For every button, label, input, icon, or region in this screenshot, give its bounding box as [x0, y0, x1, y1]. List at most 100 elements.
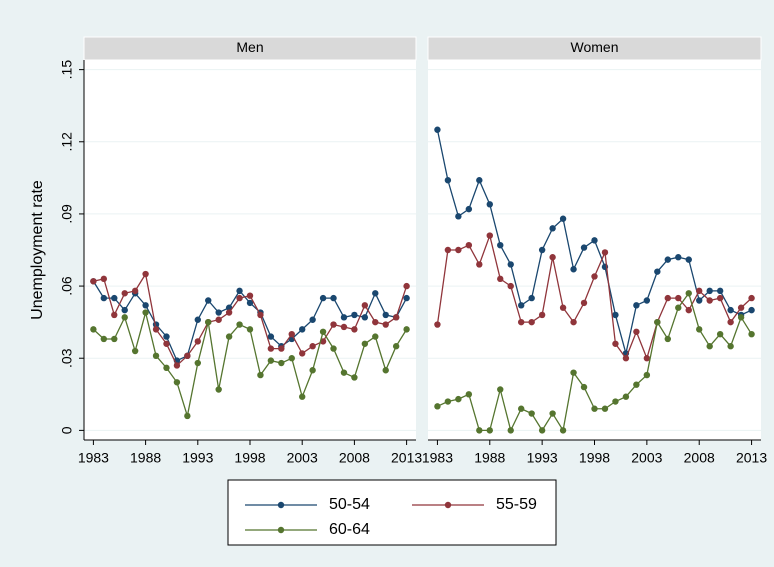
data-point: [163, 340, 170, 347]
data-point: [351, 374, 358, 381]
data-point: [403, 282, 410, 290]
data-point: [507, 282, 514, 290]
data-point: [309, 316, 316, 323]
data-point: [100, 335, 108, 343]
data-point: [748, 294, 755, 302]
data-point: [205, 297, 212, 304]
data-point: [100, 294, 108, 302]
data-point: [267, 333, 275, 340]
data-point: [299, 350, 306, 357]
x-tick-label: 2013: [391, 450, 422, 466]
data-point: [267, 345, 275, 352]
data-point: [194, 359, 201, 367]
data-point: [538, 311, 546, 319]
data-point: [330, 321, 337, 328]
data-point: [444, 246, 452, 254]
x-tick-label: 1998: [579, 450, 610, 466]
data-point: [570, 369, 577, 376]
data-point: [716, 330, 724, 338]
data-point: [309, 367, 316, 374]
data-point: [643, 355, 651, 362]
x-tick-label: 1983: [78, 450, 109, 466]
data-point: [246, 299, 254, 307]
data-point: [194, 338, 201, 345]
data-point: [319, 328, 327, 335]
data-point: [173, 379, 181, 386]
data-point: [664, 294, 672, 302]
y-tick-label: .12: [59, 132, 75, 152]
data-point: [444, 177, 452, 184]
data-point: [507, 261, 514, 268]
data-point: [111, 294, 118, 302]
data-point: [215, 316, 222, 323]
data-point: [184, 352, 191, 360]
data-point: [706, 287, 713, 295]
data-point: [131, 347, 139, 355]
data-point: [392, 314, 400, 321]
panel-title: Women: [571, 39, 619, 55]
data-point: [361, 314, 369, 321]
data-point: [163, 333, 170, 340]
data-point: [163, 364, 170, 372]
data-point: [351, 326, 358, 333]
x-tick-label: 1998: [234, 450, 265, 466]
data-point: [372, 290, 379, 297]
data-point: [351, 311, 358, 319]
data-point: [497, 275, 504, 283]
data-point: [664, 335, 672, 343]
y-tick-label: .03: [59, 348, 75, 368]
data-point: [361, 340, 369, 347]
x-tick-label: 2003: [287, 450, 318, 466]
data-point: [455, 395, 462, 403]
data-point: [748, 306, 755, 314]
data-point: [225, 333, 233, 340]
data-point: [486, 427, 493, 434]
data-point: [654, 318, 661, 326]
data-point: [664, 256, 672, 263]
y-tick-label: 0: [59, 426, 75, 434]
data-point: [486, 232, 493, 239]
data-point: [507, 427, 514, 434]
data-point: [601, 405, 609, 412]
data-point: [591, 273, 598, 280]
data-point: [528, 318, 535, 326]
data-point: [517, 302, 525, 309]
data-point: [444, 398, 452, 405]
data-point: [559, 304, 567, 311]
x-tick-label: 2008: [684, 450, 715, 466]
data-point: [288, 355, 295, 362]
data-point: [528, 294, 535, 302]
y-tick-label: .09: [59, 204, 75, 224]
data-point: [121, 290, 128, 297]
data-point: [142, 302, 149, 309]
data-point: [612, 340, 619, 347]
data-point: [225, 309, 233, 316]
data-point: [382, 367, 389, 374]
data-point: [434, 403, 441, 410]
data-point: [685, 256, 692, 263]
data-point: [152, 326, 160, 333]
legend-marker: [277, 501, 285, 509]
data-point: [100, 275, 108, 283]
data-point: [591, 405, 598, 412]
x-tick-label: 2003: [631, 450, 662, 466]
data-point: [570, 318, 577, 326]
data-point: [465, 205, 473, 213]
data-point: [90, 326, 97, 333]
data-point: [392, 343, 400, 350]
data-point: [319, 294, 327, 302]
data-point: [340, 369, 348, 376]
data-point: [486, 201, 493, 208]
data-point: [685, 306, 692, 314]
data-point: [434, 126, 441, 133]
data-point: [643, 297, 651, 304]
data-point: [278, 359, 285, 367]
data-point: [517, 405, 525, 412]
data-point: [706, 297, 713, 304]
legend-label: 50-54: [329, 496, 370, 513]
data-point: [580, 244, 588, 251]
data-point: [675, 294, 682, 302]
legend: [227, 479, 557, 546]
legend-marker: [444, 501, 452, 509]
